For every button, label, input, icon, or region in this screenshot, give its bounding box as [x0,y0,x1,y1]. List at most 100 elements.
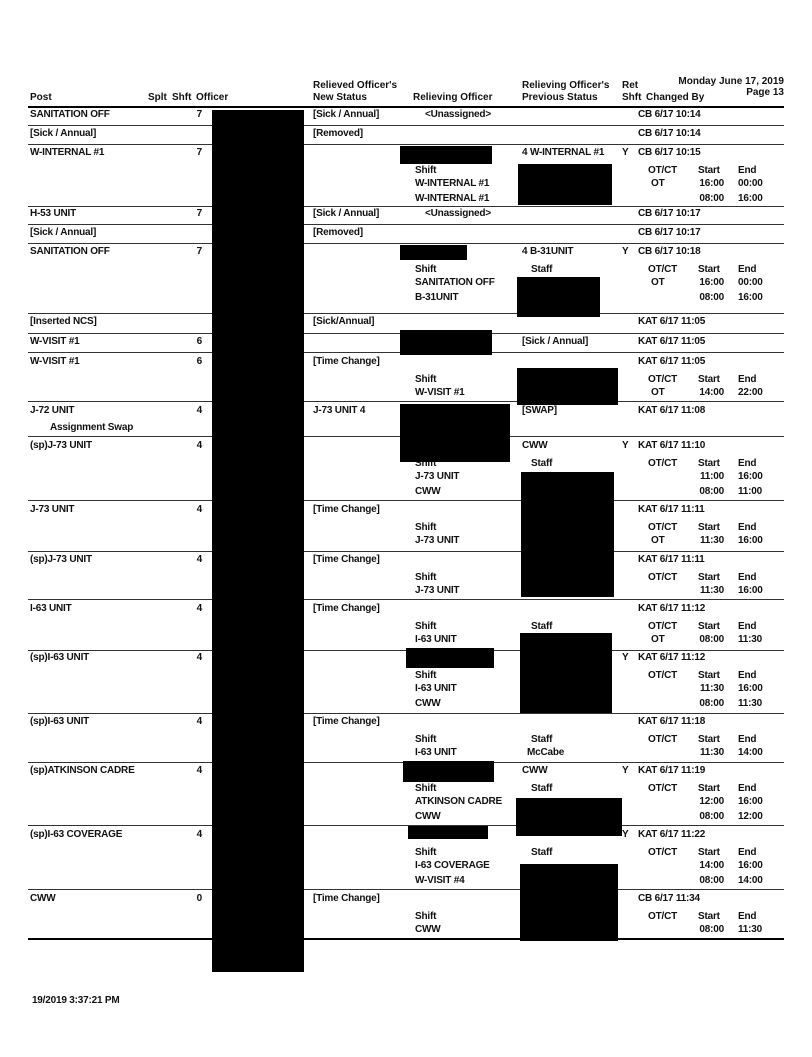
previous-status: CWW [522,765,548,776]
end-time: 14:00 [738,874,763,886]
start-time: 11:30 [699,535,724,546]
new-status: [Time Change] [313,554,380,565]
shift-post: SANITATION OFF [415,277,495,288]
changed-by: CB 6/17 10:17 [638,208,701,219]
shift-header: Shift [415,165,437,176]
end-header: End [738,572,757,583]
new-status: [Removed] [313,227,363,238]
ot-ct-value: OT [651,178,665,189]
previous-status: 4 W-INTERNAL #1 [522,147,605,158]
changed-by: KAT 6/17 11:11 [638,504,705,515]
end-time: 22:00 [738,387,763,398]
redaction-box [521,472,614,597]
changed-by: KAT 6/17 11:05 [638,356,706,367]
start-header: Start [698,165,720,176]
changed-by: CB 6/17 10:17 [638,227,701,238]
split-shift: 7 [196,208,203,219]
post: (sp)I-63 UNIT [30,652,90,663]
row-divider [28,224,784,225]
split-shift: 4 [196,603,203,614]
end-time: 11:00 [738,485,763,497]
shift-header: Shift [415,734,437,745]
staff-header: Staff [531,734,553,745]
start-header: Start [698,670,720,681]
otct-header: OT/CT [648,165,677,176]
start-time: 11:30 [699,747,724,758]
end-time: 16:00 [738,535,763,546]
staff-header: Staff [531,847,553,858]
ot-ct-value: OT [651,277,665,288]
print-timestamp: 6/19/2019 3:37:21 PM [24,995,120,1006]
start-time: 08:00 [699,810,724,822]
end-time: 16:00 [738,860,763,871]
redaction-box [400,245,467,260]
changed-by: KAT 6/17 11:10 [638,440,706,451]
ot-ct-value: OT [651,535,665,546]
ot-ct-value: OT [651,634,665,645]
redaction-box [520,633,612,713]
redaction-box [400,146,492,164]
start-header: Start [698,911,720,922]
new-status: [Removed] [313,128,363,139]
start-time: 08:00 [699,697,724,709]
staff-header: Staff [531,458,553,469]
post: H-53 UNIT [30,208,76,219]
shift-post: J-73 UNIT [415,585,460,596]
row-divider [28,938,784,940]
post: W-VISIT #1 [30,356,80,367]
start-time: 11:30 [699,585,724,596]
new-status: [Sick / Annual] [313,109,380,120]
redaction-box [517,368,618,405]
new-status: [Time Change] [313,716,380,727]
changed-by: KAT 6/17 11:22 [638,829,706,840]
start-header: Start [698,458,720,469]
post: I-63 UNIT [30,603,72,614]
return-shift: Y [622,652,629,663]
shift-post: I-63 COVERAGE [415,860,490,871]
shift-post: I-63 UNIT [415,683,457,694]
end-header: End [738,670,757,681]
start-time: 16:00 [699,277,724,288]
shift-header: Shift [415,783,437,794]
redaction-box [517,277,600,317]
column-header-ret-2: Shft [622,92,642,103]
otct-header: OT/CT [648,264,677,275]
start-header: Start [698,847,720,858]
start-header: Start [698,783,720,794]
redaction-box [516,798,622,836]
post: J-73 UNIT [30,504,75,515]
post: (sp)J-73 UNIT [30,554,92,565]
end-header: End [738,621,757,632]
new-status: [Time Change] [313,893,380,904]
start-time: 11:30 [699,683,724,694]
shift-post: W-VISIT #1 [415,387,465,398]
start-time: 14:00 [699,387,724,398]
relieving-officer: <Unassigned> [425,208,491,219]
redaction-box [520,864,618,941]
end-time: 11:30 [738,924,763,935]
previous-status: [SWAP] [522,405,557,416]
row-divider [28,313,784,314]
otct-header: OT/CT [648,783,677,794]
shift-post: CWW [415,810,441,822]
post: CWW [30,893,56,904]
changed-by: KAT 6/17 11:08 [638,405,706,416]
shift-header: Shift [415,374,437,385]
end-time: 16:00 [738,471,763,482]
return-shift: Y [622,440,629,451]
split-shift: 4 [196,554,203,565]
return-shift: Y [622,147,629,158]
return-shift: Y [622,246,629,257]
start-header: Start [698,264,720,275]
end-time: 00:00 [738,277,763,288]
start-header: Start [698,374,720,385]
start-header: Start [698,522,720,533]
start-header: Start [698,572,720,583]
start-time: 08:00 [699,485,724,497]
start-time: 08:00 [699,924,724,935]
row-divider [28,125,784,126]
post: W-VISIT #1 [30,336,80,347]
shift-post: ATKINSON CADRE [415,796,503,807]
otct-header: OT/CT [648,572,677,583]
post: (sp)ATKINSON CADRE [30,765,135,776]
